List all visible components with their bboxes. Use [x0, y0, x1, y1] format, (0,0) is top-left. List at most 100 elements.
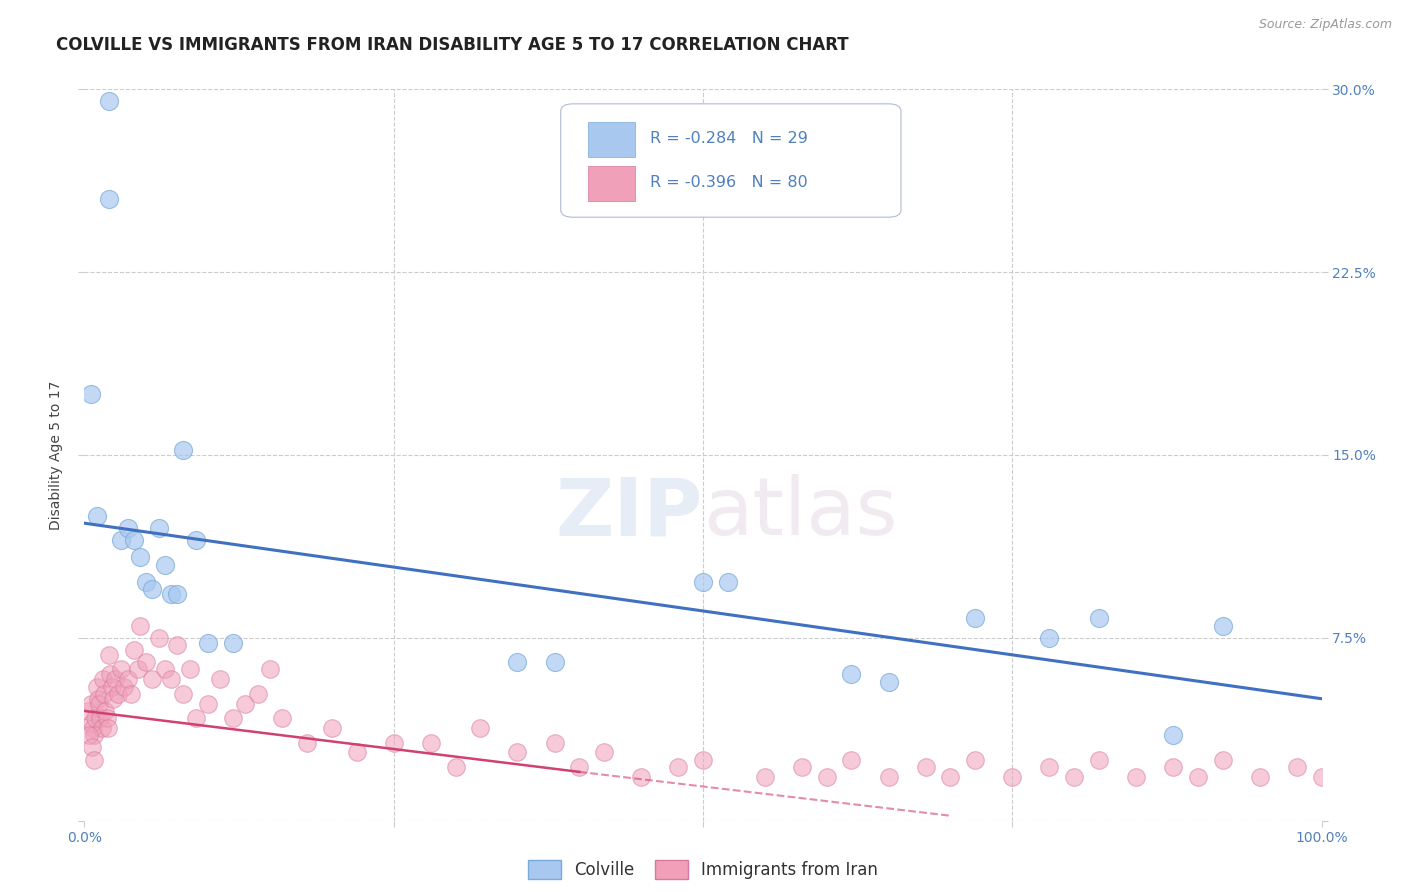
Point — [98, 95, 121, 109]
Point — [914, 760, 936, 774]
Point — [197, 697, 219, 711]
Point — [148, 631, 170, 645]
Point — [630, 770, 652, 784]
Point — [148, 521, 170, 535]
Text: atlas: atlas — [703, 475, 897, 552]
Point — [543, 655, 565, 669]
Point — [86, 508, 108, 523]
Text: COLVILLE VS IMMIGRANTS FROM IRAN DISABILITY AGE 5 TO 17 CORRELATION CHART: COLVILLE VS IMMIGRANTS FROM IRAN DISABIL… — [56, 36, 849, 54]
Point — [209, 672, 232, 686]
Point — [83, 728, 105, 742]
Point — [141, 672, 163, 686]
Point — [965, 611, 987, 625]
Point — [135, 655, 157, 669]
Point — [593, 745, 616, 759]
Point — [222, 711, 245, 725]
Point — [122, 533, 145, 548]
Point — [97, 721, 120, 735]
Point — [1038, 631, 1060, 645]
Point — [1088, 611, 1111, 625]
Point — [110, 533, 132, 548]
Point — [271, 711, 294, 725]
Point — [754, 770, 776, 784]
Point — [1310, 770, 1333, 784]
Point — [692, 753, 714, 767]
Point — [841, 753, 863, 767]
Point — [93, 687, 115, 701]
Text: R = -0.396   N = 80: R = -0.396 N = 80 — [650, 176, 807, 190]
Point — [841, 667, 863, 681]
Point — [295, 736, 318, 750]
Point — [117, 521, 139, 535]
Text: R = -0.284   N = 29: R = -0.284 N = 29 — [650, 131, 807, 146]
Point — [77, 704, 100, 718]
Point — [89, 697, 111, 711]
Point — [470, 721, 492, 735]
Point — [84, 711, 107, 725]
Text: Source: ZipAtlas.com: Source: ZipAtlas.com — [1258, 18, 1392, 31]
Point — [321, 721, 343, 735]
Point — [815, 770, 838, 784]
Point — [107, 687, 129, 701]
Point — [112, 680, 135, 694]
Point — [87, 691, 110, 706]
Point — [79, 697, 101, 711]
Point — [506, 745, 529, 759]
Legend: Colville, Immigrants from Iran: Colville, Immigrants from Iran — [522, 853, 884, 886]
Point — [98, 648, 121, 662]
Point — [1088, 753, 1111, 767]
Point — [117, 672, 139, 686]
Point — [122, 643, 145, 657]
Point — [222, 635, 245, 649]
Point — [166, 587, 188, 601]
Point — [86, 680, 108, 694]
Point — [91, 672, 114, 686]
Y-axis label: Disability Age 5 to 17: Disability Age 5 to 17 — [49, 380, 63, 530]
Point — [172, 443, 194, 458]
Point — [100, 680, 122, 694]
Point — [160, 672, 183, 686]
Point — [568, 760, 591, 774]
Point — [197, 635, 219, 649]
Point — [939, 770, 962, 784]
FancyBboxPatch shape — [561, 103, 901, 218]
Point — [1038, 760, 1060, 774]
Point — [153, 663, 176, 677]
Point — [129, 618, 152, 632]
Point — [965, 753, 987, 767]
Point — [80, 716, 103, 731]
Point — [1212, 753, 1234, 767]
Point — [80, 740, 103, 755]
Point — [1285, 760, 1308, 774]
Point — [1001, 770, 1024, 784]
Point — [1161, 760, 1184, 774]
Point — [717, 574, 740, 589]
Point — [506, 655, 529, 669]
Point — [98, 192, 121, 206]
Point — [141, 582, 163, 596]
Point — [104, 672, 127, 686]
Point — [94, 704, 117, 718]
Point — [259, 663, 281, 677]
Point — [160, 587, 183, 601]
Point — [790, 760, 813, 774]
Point — [1249, 770, 1271, 784]
Bar — [588, 122, 636, 157]
Point — [419, 736, 441, 750]
Point — [120, 687, 142, 701]
Point — [184, 533, 207, 548]
Point — [877, 770, 900, 784]
Point — [96, 711, 118, 725]
Point — [666, 760, 689, 774]
Point — [127, 663, 149, 677]
Point — [246, 687, 269, 701]
Point — [83, 753, 105, 767]
Point — [1161, 728, 1184, 742]
Point — [1187, 770, 1209, 784]
Point — [79, 728, 101, 742]
Point — [153, 558, 176, 572]
Point — [90, 721, 112, 735]
Point — [1212, 618, 1234, 632]
Point — [110, 663, 132, 677]
Point — [877, 674, 900, 689]
